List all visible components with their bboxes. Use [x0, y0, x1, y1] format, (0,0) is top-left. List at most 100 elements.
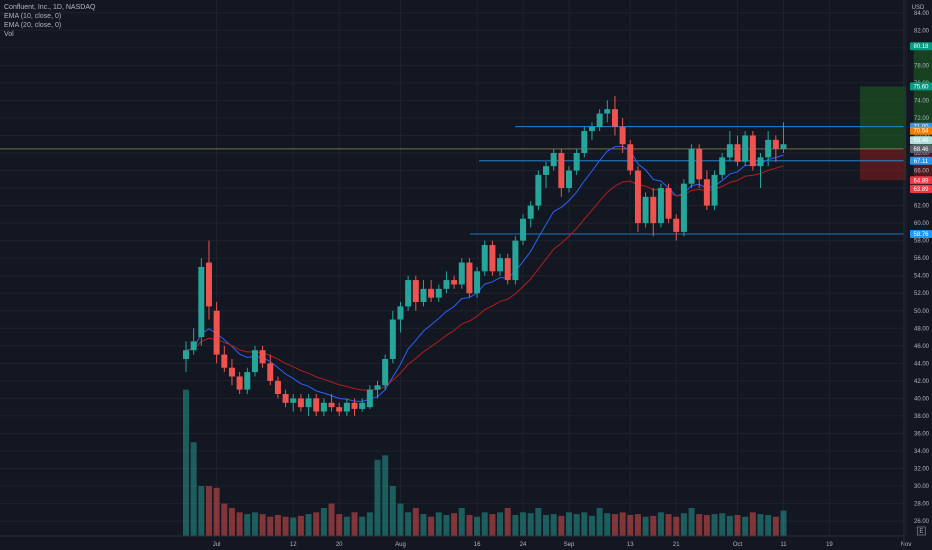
volume-bar	[588, 515, 595, 536]
candle-body	[305, 398, 312, 408]
volume-bar	[558, 515, 565, 536]
volume-bar	[374, 459, 381, 536]
price-tag-label: 69.46	[913, 138, 929, 144]
volume-bar	[474, 516, 481, 536]
price-tick-label: 36.00	[914, 431, 930, 437]
candle-body	[673, 218, 680, 232]
candle-body	[382, 358, 389, 386]
volume-bar	[405, 512, 412, 536]
volume-bar	[466, 514, 473, 536]
candle-body	[665, 188, 672, 219]
volume-bar	[251, 512, 258, 536]
volume-bar	[412, 507, 419, 536]
chart-legend: Confluent, Inc., 1D, NASDAQ EMA (10, clo…	[4, 3, 95, 39]
volume-bar	[259, 514, 266, 536]
price-tick-label: 62.00	[914, 204, 930, 210]
candle-body	[680, 183, 687, 232]
candle-body	[550, 152, 557, 167]
price-tag-label: 70.54	[913, 129, 929, 135]
price-tick-label: 82.00	[914, 28, 930, 34]
volume-bar	[497, 512, 504, 536]
price-tick-label: 74.00	[914, 98, 930, 104]
candle-body	[611, 109, 618, 127]
volume-bar	[650, 515, 657, 536]
earnings-marker-box	[916, 526, 926, 536]
candlesticks	[183, 96, 787, 416]
candle-body	[320, 402, 327, 412]
volume-bar	[680, 513, 687, 536]
candle-body	[749, 135, 756, 167]
price-tick-label: 28.00	[914, 502, 930, 508]
volume-bar	[274, 514, 281, 536]
price-tick-label: 32.00	[914, 467, 930, 473]
price-tick-label: 42.00	[914, 379, 930, 385]
loss-zone	[860, 148, 907, 181]
time-axis[interactable]: Jul1220Aug1624Sep1321Oct1119Nov15DecE	[0, 526, 932, 548]
price-tag	[910, 229, 932, 238]
candle-body	[581, 131, 588, 153]
price-tag	[910, 82, 932, 91]
candle-body	[205, 262, 212, 307]
price-tag	[910, 156, 932, 165]
volume-bar	[458, 507, 465, 536]
volume-bar	[305, 514, 312, 536]
grid-lines	[0, 0, 907, 536]
price-tag	[910, 144, 932, 153]
volume-bar	[688, 507, 695, 536]
price-tag-label: 75.60	[913, 84, 929, 90]
candle-body	[573, 152, 580, 171]
time-tick-label: Nov	[901, 542, 912, 548]
volume-bar	[566, 512, 572, 536]
legend-ema20[interactable]: EMA (20, close, 0)	[4, 22, 62, 29]
time-tick-label: 12	[290, 542, 297, 548]
volume-bar	[634, 514, 641, 536]
candle-body	[435, 288, 442, 298]
candle-body	[588, 126, 595, 132]
volume-bar	[749, 512, 756, 536]
legend-symbol[interactable]: Confluent, Inc., 1D, NASDAQ	[4, 4, 96, 11]
candle-body	[627, 144, 634, 171]
volume-bar	[389, 486, 396, 536]
candle-body	[428, 288, 435, 298]
volume-bar	[213, 487, 220, 536]
time-tick-label: 16	[474, 542, 481, 548]
time-tick-label: 20	[336, 542, 343, 548]
volume-bar	[657, 512, 664, 536]
candle-body	[726, 144, 733, 158]
volume-bar	[236, 512, 243, 536]
volume-bar	[665, 514, 672, 536]
candle-body	[619, 126, 626, 145]
currency-label: USD	[912, 5, 925, 11]
price-tick-label: 56.00	[914, 256, 930, 262]
candle-body	[780, 144, 787, 149]
price-axis[interactable]: USD 26.00 28.00 30.00 32.00 34.00 36.00 38.00 40…	[903, 0, 930, 550]
price-tag-label: 64.89	[913, 178, 929, 184]
candle-body	[297, 398, 304, 408]
price-tag-label: 68.46	[913, 147, 929, 153]
volume-bar	[780, 510, 787, 536]
volume-bar	[772, 516, 779, 536]
legend-ema10[interactable]: EMA (10, close, 0)	[4, 13, 62, 20]
volume-bar	[604, 513, 611, 536]
volume-bar	[765, 514, 772, 536]
volume-bar	[336, 514, 343, 536]
candle-body	[451, 280, 458, 285]
time-tick-label: Aug	[395, 542, 406, 548]
candle-body	[389, 319, 396, 359]
time-tick-label: 13	[627, 542, 634, 548]
price-tick-label: 78.00	[914, 63, 930, 69]
candle-body	[703, 179, 710, 206]
volume-bar	[581, 512, 588, 536]
time-tick-label: Jul	[213, 542, 221, 548]
candle-body	[290, 398, 297, 403]
volume-bar	[726, 515, 733, 536]
legend-vol[interactable]: Vol	[4, 31, 14, 38]
volume-bar	[742, 516, 749, 536]
candle-body	[458, 262, 465, 285]
volume-bar	[481, 512, 488, 536]
price-tag-label: 67.11	[914, 159, 929, 165]
volume-bar	[627, 514, 634, 536]
candle-body	[543, 166, 550, 175]
